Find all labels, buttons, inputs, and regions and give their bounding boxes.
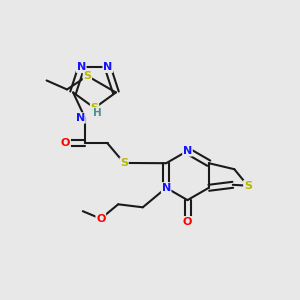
- Text: N: N: [103, 62, 112, 72]
- Text: O: O: [183, 217, 192, 227]
- Text: S: S: [120, 158, 128, 168]
- Text: N: N: [162, 183, 171, 193]
- Text: S: S: [244, 181, 252, 191]
- Text: N: N: [76, 113, 85, 123]
- Text: S: S: [91, 103, 98, 113]
- Text: O: O: [61, 139, 70, 148]
- Text: S: S: [83, 71, 92, 81]
- Text: O: O: [96, 214, 106, 224]
- Text: N: N: [183, 146, 192, 156]
- Text: N: N: [76, 62, 86, 72]
- Text: H: H: [93, 108, 101, 118]
